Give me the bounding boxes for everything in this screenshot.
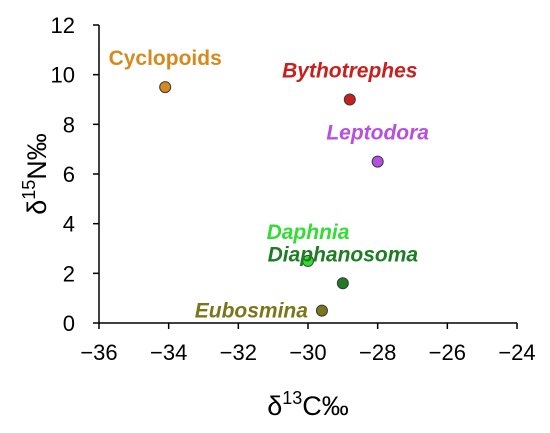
point-label-bythotrephes: Bythotrephes <box>282 60 417 83</box>
point-label-leptodora: Leptodora <box>326 122 429 145</box>
point-label-diaphanosoma: Diaphanosoma <box>268 243 419 266</box>
x-tick-label: −28 <box>359 340 396 365</box>
y-tick-label: 2 <box>63 261 75 286</box>
y-axis-ticks: 0 2 4 6 8 10 12 <box>51 13 99 336</box>
x-tick-label: −24 <box>498 340 535 365</box>
y-tick-label: 0 <box>63 311 75 336</box>
y-axis-label-prefix: δ <box>22 200 52 215</box>
y-tick-label: 12 <box>51 13 75 38</box>
y-tick-label: 8 <box>63 112 75 137</box>
x-axis-label-superscript: 13 <box>282 388 302 408</box>
point-label-cyclopoids: Cyclopoids <box>109 47 222 70</box>
point-bythotrephes <box>343 93 356 106</box>
y-tick-label: 10 <box>51 63 75 88</box>
point-daphnia <box>302 254 314 267</box>
point-leptodora <box>371 155 384 168</box>
point-diaphanosoma <box>336 277 349 290</box>
point-label-daphnia: Daphnia <box>267 221 350 244</box>
plot-area: −36 −34 −32 −30 −28 −26 −24 0 2 4 6 8 10 12 Cyclopoi… <box>51 13 536 365</box>
x-tick-label: −30 <box>289 340 326 365</box>
y-axis-label-superscript: 15 <box>19 180 39 200</box>
y-tick-label: 6 <box>63 162 75 187</box>
x-axis-label: δ13C‰ <box>267 388 349 421</box>
x-tick-label: −34 <box>150 340 187 365</box>
x-axis-label-text: C‰ <box>302 391 349 421</box>
x-tick-label: −32 <box>220 340 257 365</box>
y-axis-label-text: N‰ <box>22 133 52 180</box>
y-tick-label: 4 <box>63 212 75 237</box>
point-eubosmina <box>315 304 328 317</box>
x-tick-label: −36 <box>80 340 117 365</box>
point-label-eubosmina: Eubosmina <box>195 300 309 323</box>
y-axis-label: δ15N‰ <box>19 133 52 215</box>
x-axis-label-prefix: δ <box>267 391 282 421</box>
x-tick-label: −26 <box>429 340 466 365</box>
data-points: Cyclopoids Bythotrephes Leptodora DaphniaDi… <box>109 47 430 323</box>
x-axis-ticks: −36 −34 −32 −30 −28 −26 −24 <box>80 323 536 365</box>
point-cyclopoids <box>159 81 172 94</box>
